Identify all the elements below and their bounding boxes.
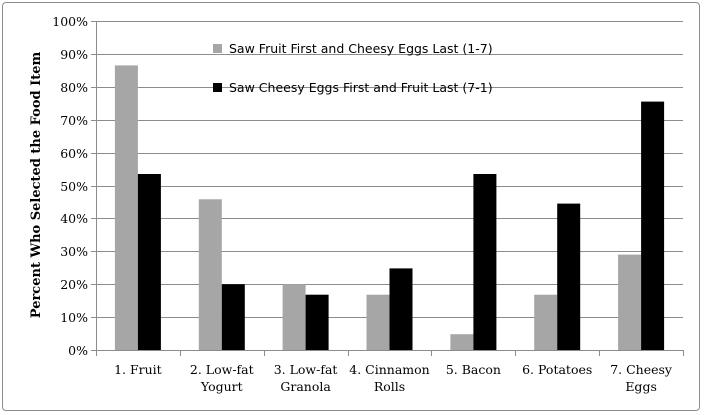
x-category-label: 7. Cheesy [610,362,673,377]
legend: Saw Fruit First and Cheesy Eggs Last (1-… [213,41,493,95]
y-tick-label: 40% [60,211,88,226]
bar-series-2 [557,203,581,350]
y-tick-label: 80% [60,80,88,95]
y-tick-label: 100% [52,14,88,29]
y-tick-label: 90% [60,47,88,62]
y-tick-label: 30% [60,244,88,259]
x-category-label: 4. Cinnamon [349,362,429,377]
bar-series-1 [534,294,558,350]
y-tick-label: 50% [60,179,88,194]
bar-series-1 [450,334,474,350]
bars [114,65,665,351]
x-category-label: Granola [280,379,331,394]
x-category-label: 5. Bacon [446,362,501,377]
legend-label-2: Saw Cheesy Eggs First and Fruit Last (7-… [229,80,493,95]
legend-swatch-2 [213,83,222,92]
bar-series-2 [137,174,161,350]
legend-swatch-1 [213,44,222,53]
bar-series-1 [282,284,306,350]
bar-series-2 [473,174,497,350]
bar-series-2 [305,294,329,350]
y-tick-label: 20% [60,277,88,292]
bar-series-2 [389,268,413,350]
y-axis-label: Percent Who Selected the Food Item [29,52,44,319]
bar-series-1 [198,199,222,350]
x-axis-categories: 1. Fruit 2. Low-fat Yogurt 3. Low-fat Granol… [114,350,684,394]
x-category-label: Rolls [374,379,405,394]
legend-label-1: Saw Fruit First and Cheesy Eggs Last (1-… [229,41,493,56]
x-category-label: 1. Fruit [114,362,162,377]
y-tick-label: 10% [60,310,88,325]
x-category-label: 2. Low-fat [190,362,254,377]
y-tick-label: 0% [68,343,88,358]
bar-series-2 [221,284,245,350]
y-tick-label: 70% [60,113,88,128]
x-category-label: Eggs [625,379,657,394]
bar-series-1 [618,254,642,350]
x-category-label: Yogurt [200,379,243,394]
bar-series-1 [366,294,390,350]
y-axis-ticks: 0% 10% 20% 30% 40% 50% 60% 70% 80% 90% 100% [52,14,96,358]
y-tick-label: 60% [60,146,88,161]
axes [91,21,683,356]
bar-series-1 [114,65,138,351]
x-category-label: 3. Low-fat [274,362,338,377]
x-category-label: 6. Potatoes [522,362,592,377]
bar-series-2 [641,101,665,350]
